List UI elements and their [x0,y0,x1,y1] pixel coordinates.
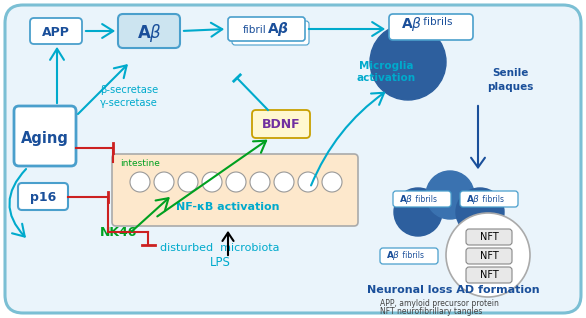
FancyBboxPatch shape [389,14,473,40]
FancyBboxPatch shape [380,248,438,264]
FancyBboxPatch shape [466,248,512,264]
Circle shape [154,172,174,192]
FancyBboxPatch shape [18,183,68,210]
FancyBboxPatch shape [14,106,76,166]
Text: BDNF: BDNF [262,119,300,132]
Text: Aging: Aging [21,130,69,146]
Text: fibrils: fibrils [400,252,424,260]
FancyBboxPatch shape [5,5,581,313]
Text: intestine: intestine [120,158,160,168]
FancyBboxPatch shape [252,110,310,138]
Text: disturbed  microbiota: disturbed microbiota [160,243,280,253]
Text: A$\beta$: A$\beta$ [386,250,400,262]
Circle shape [322,172,342,192]
Circle shape [250,172,270,192]
FancyBboxPatch shape [460,191,518,207]
FancyBboxPatch shape [232,21,309,45]
Text: NF-κB activation: NF-κB activation [176,202,280,212]
Circle shape [298,172,318,192]
FancyBboxPatch shape [228,17,305,41]
Text: Senile
plaques: Senile plaques [487,68,533,92]
Text: fibril: fibril [243,25,267,35]
FancyBboxPatch shape [112,154,358,226]
FancyBboxPatch shape [118,14,180,48]
Text: LPS: LPS [210,257,230,269]
Circle shape [226,172,246,192]
Circle shape [394,188,442,236]
Circle shape [202,172,222,192]
Text: NFT: NFT [479,270,498,280]
Text: A$\beta$: A$\beta$ [399,192,414,205]
Text: A$\boldsymbol{\beta}$: A$\boldsymbol{\beta}$ [267,20,289,38]
Text: fibrils: fibrils [480,195,504,204]
Circle shape [446,213,530,297]
Text: fibrils: fibrils [420,17,452,27]
Text: APP, amyloid precursor protein: APP, amyloid precursor protein [380,299,499,308]
FancyBboxPatch shape [466,229,512,245]
Text: NFT: NFT [479,251,498,261]
Circle shape [456,188,504,236]
Text: p16: p16 [30,190,56,204]
Circle shape [130,172,150,192]
Text: APP: APP [42,25,70,38]
Text: Neuronal loss AD formation: Neuronal loss AD formation [367,285,539,295]
Text: NFT neurofibrillary tangles: NFT neurofibrillary tangles [380,308,482,316]
Circle shape [274,172,294,192]
Text: Microglia
activation: Microglia activation [356,61,415,83]
Text: A$\beta$: A$\beta$ [137,22,162,44]
FancyBboxPatch shape [466,267,512,283]
Circle shape [178,172,198,192]
Text: NFT: NFT [479,232,498,242]
Circle shape [370,24,446,100]
Circle shape [426,171,474,219]
FancyBboxPatch shape [393,191,451,207]
Text: β-secretase
γ-secretase: β-secretase γ-secretase [100,85,158,108]
Text: NK46: NK46 [100,226,137,239]
FancyBboxPatch shape [30,18,82,44]
Text: A$\beta$: A$\beta$ [466,192,481,205]
Text: A$\beta$: A$\beta$ [401,15,422,33]
Text: fibrils: fibrils [413,195,437,204]
